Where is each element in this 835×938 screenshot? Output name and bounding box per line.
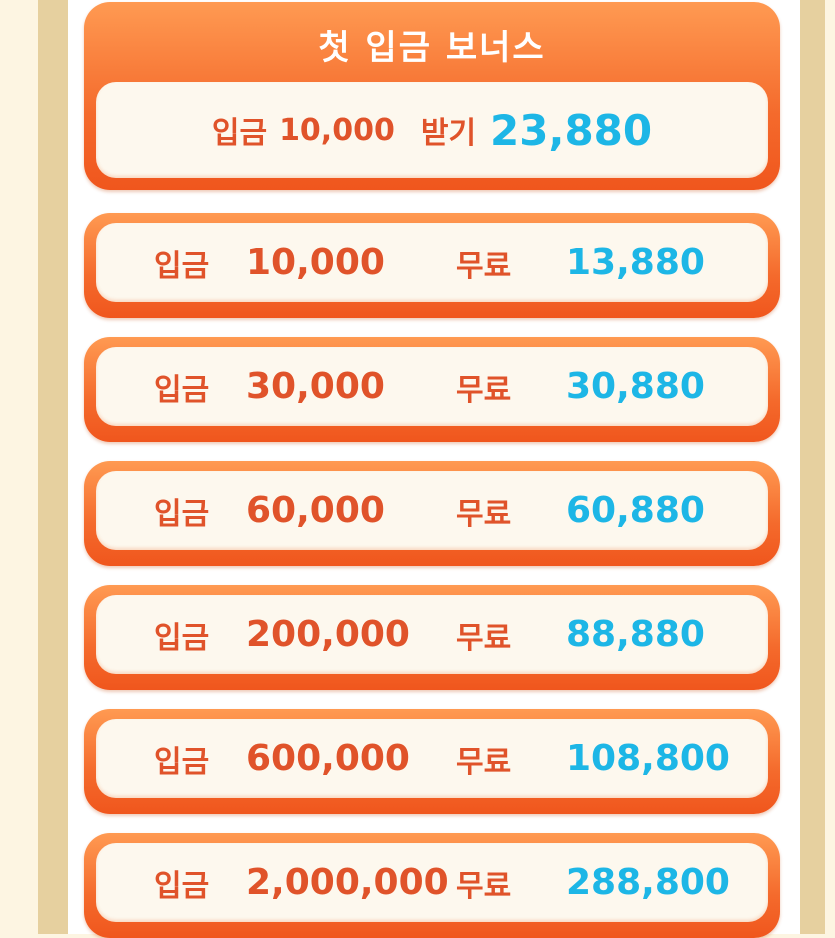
bonus-amount: 13,880 xyxy=(566,242,705,283)
bonus-amount: 60,880 xyxy=(566,490,705,531)
bonus-tier-inner: 입금 30,000 무료 30,880 xyxy=(96,347,768,426)
bonus-tier-inner: 입금 600,000 무료 108,800 xyxy=(96,719,768,798)
first-deposit-bonus-card: 첫 입금 보너스 입금 10,000 받기 23,880 xyxy=(84,2,780,190)
bonus-tier-row: 입금 200,000 무료 88,880 xyxy=(84,585,780,690)
receive-amount: 23,880 xyxy=(490,105,653,155)
deposit-amount: 2,000,000 xyxy=(246,862,449,903)
receive-label: 받기 xyxy=(420,116,477,151)
deposit-label: 입금 xyxy=(154,868,210,904)
deposit-amount: 600,000 xyxy=(246,738,410,779)
deposit-amount: 200,000 xyxy=(246,614,410,655)
bonus-amount: 30,880 xyxy=(566,366,705,407)
free-label: 무료 xyxy=(456,248,512,284)
bonus-tier-inner: 입금 2,000,000 무료 288,800 xyxy=(96,843,768,922)
free-label: 무료 xyxy=(456,744,512,780)
bonus-amount: 108,800 xyxy=(566,738,730,779)
free-label: 무료 xyxy=(456,496,512,532)
bonus-tier-inner: 입금 10,000 무료 13,880 xyxy=(96,223,768,302)
free-label: 무료 xyxy=(456,372,512,408)
bonus-tier-row: 입금 30,000 무료 30,880 xyxy=(84,337,780,442)
bonus-title: 첫 입금 보너스 xyxy=(318,28,546,68)
bonus-tier-inner: 입금 200,000 무료 88,880 xyxy=(96,595,768,674)
deposit-label: 입금 xyxy=(154,744,210,780)
deposit-label: 입금 xyxy=(154,620,210,656)
bonus-tier-row: 입금 10,000 무료 13,880 xyxy=(84,213,780,318)
deposit-amount: 60,000 xyxy=(246,490,385,531)
first-deposit-offer: 입금 10,000 받기 23,880 xyxy=(96,82,768,178)
deposit-label: 입금 xyxy=(154,248,210,284)
deposit-amount: 10,000 xyxy=(279,112,395,148)
free-label: 무료 xyxy=(456,868,512,904)
free-label: 무료 xyxy=(456,620,512,656)
bonus-tier-row: 입금 2,000,000 무료 288,800 xyxy=(84,833,780,938)
deposit-label: 입금 xyxy=(154,496,210,532)
bonus-tier-inner: 입금 60,000 무료 60,880 xyxy=(96,471,768,550)
deposit-amount: 30,000 xyxy=(246,366,385,407)
deposit-label: 입금 xyxy=(211,116,268,151)
bonus-amount: 88,880 xyxy=(566,614,705,655)
deposit-label: 입금 xyxy=(154,372,210,408)
bonus-tier-row: 입금 60,000 무료 60,880 xyxy=(84,461,780,566)
deposit-amount: 10,000 xyxy=(246,242,385,283)
bonus-tier-row: 입금 600,000 무료 108,800 xyxy=(84,709,780,814)
bonus-amount: 288,800 xyxy=(566,862,730,903)
